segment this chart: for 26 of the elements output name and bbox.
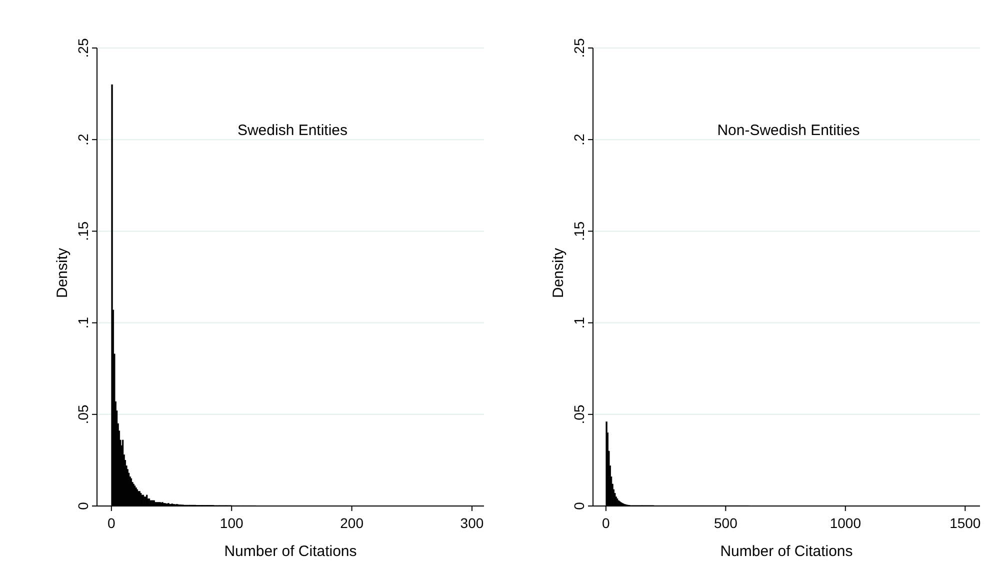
- x-tick-label: 0: [108, 515, 116, 531]
- text: Non-Swedish Entities: [717, 122, 860, 139]
- y-tick-label: .2: [570, 134, 587, 146]
- y-tick-label: 0: [74, 502, 91, 510]
- x-tick-label: 300: [460, 515, 484, 531]
- x-tick-label: 1500: [950, 515, 981, 531]
- y-axis-title: Density: [54, 248, 71, 298]
- x-axis-title: Number of Citations: [224, 543, 357, 560]
- y-tick-label: .1: [570, 316, 587, 329]
- y-tick-label: .25: [74, 38, 91, 58]
- y-tick-label: .05: [570, 404, 587, 424]
- x-axis-title: Number of Citations: [720, 543, 853, 560]
- text: Swedish Entities: [237, 122, 348, 139]
- y-tick-label: .15: [570, 221, 587, 241]
- y-tick-label: .15: [74, 221, 91, 241]
- x-tick-label: 200: [340, 515, 364, 531]
- y-tick-label: .05: [74, 404, 91, 424]
- y-tick-label: .1: [74, 316, 91, 329]
- x-tick-label: 100: [220, 515, 244, 531]
- y-axis-title: Density: [550, 248, 567, 298]
- y-tick-label: .25: [570, 38, 587, 58]
- x-tick-label: 1000: [830, 515, 862, 531]
- x-tick-label: 0: [602, 515, 610, 531]
- y-tick-label: .2: [74, 134, 91, 146]
- x-tick-label: 500: [714, 515, 738, 531]
- y-tick-label: 0: [570, 502, 587, 510]
